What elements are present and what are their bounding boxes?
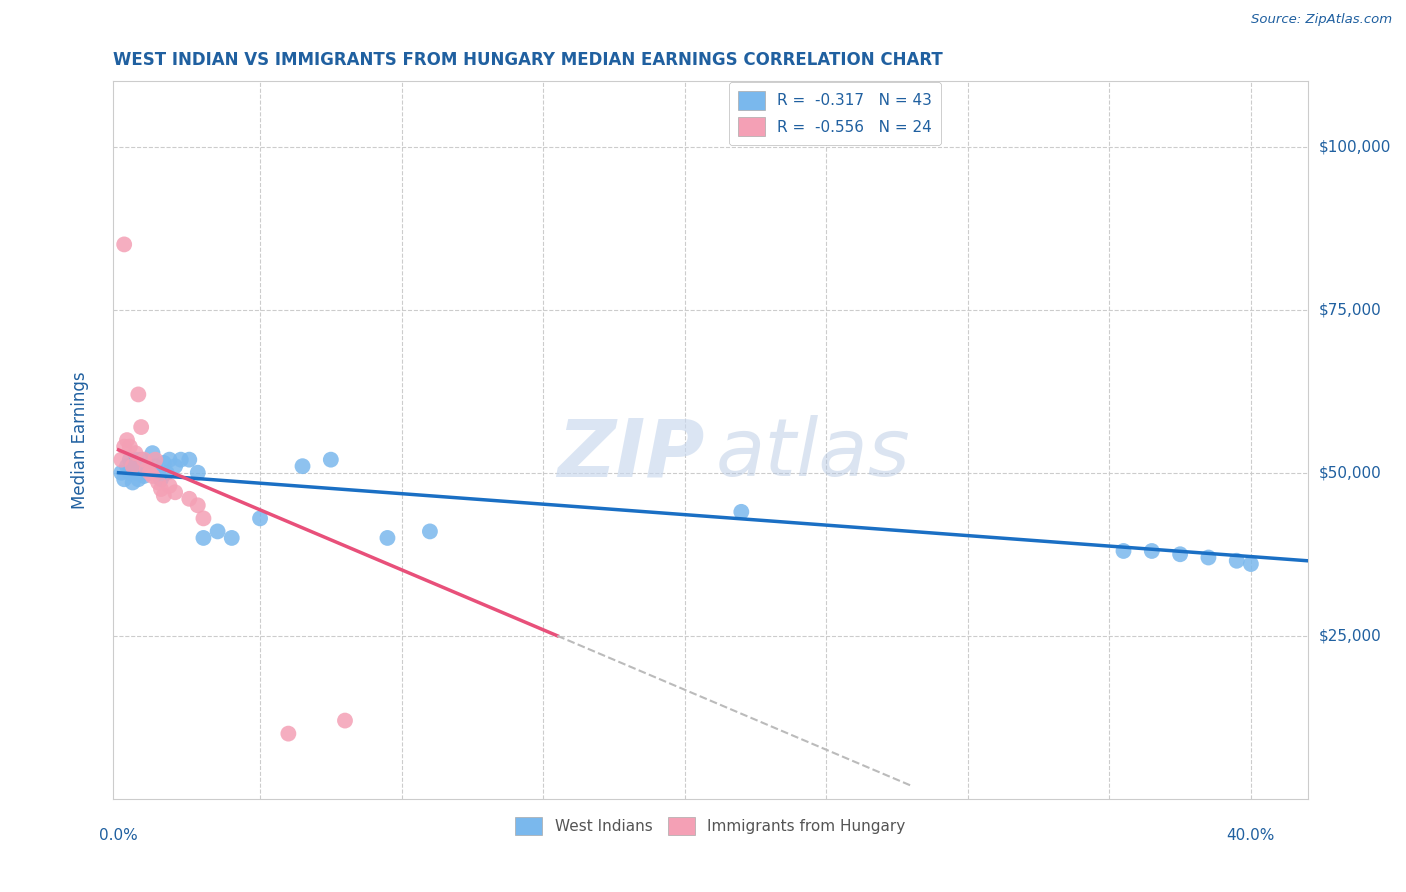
Point (124, 466, 146, 480)
Point (129, 452, 152, 467)
Point (141, 446, 163, 460)
Point (149, 482, 172, 496)
Point (156, 466, 179, 480)
Point (1140, 544, 1163, 558)
Point (165, 459, 187, 474)
Point (333, 714, 356, 728)
Point (118, 452, 141, 467)
Point (149, 472, 172, 486)
Point (110, 466, 132, 480)
Point (1168, 547, 1191, 561)
Point (153, 489, 176, 503)
Point (159, 452, 181, 467)
Point (1226, 554, 1249, 568)
Text: $75,000: $75,000 (1319, 302, 1381, 318)
Point (135, 459, 157, 474)
Point (153, 456, 176, 470)
Point (146, 475, 169, 490)
Point (179, 491, 201, 506)
Point (124, 452, 146, 467)
Text: ZIP: ZIP (557, 416, 704, 493)
Point (277, 726, 299, 740)
Point (138, 466, 160, 480)
Point (1197, 550, 1219, 565)
Point (377, 531, 399, 545)
Point (141, 469, 163, 483)
Point (132, 452, 155, 467)
Point (121, 475, 143, 490)
Point (127, 472, 149, 486)
Legend: West Indians, Immigrants from Hungary: West Indians, Immigrants from Hungary (509, 811, 911, 841)
Point (118, 440, 141, 454)
Text: 40.0%: 40.0% (1226, 828, 1275, 843)
Text: WEST INDIAN VS IMMIGRANTS FROM HUNGARY MEDIAN EARNINGS CORRELATION CHART: WEST INDIAN VS IMMIGRANTS FROM HUNGARY M… (112, 51, 942, 69)
Point (1112, 544, 1135, 558)
Point (249, 511, 271, 525)
Point (207, 524, 229, 539)
Text: $100,000: $100,000 (1319, 139, 1391, 154)
Point (112, 237, 135, 252)
Point (115, 459, 138, 474)
Point (110, 452, 132, 467)
Point (127, 387, 149, 401)
Text: atlas: atlas (716, 416, 911, 493)
Point (193, 511, 215, 525)
Point (187, 466, 209, 480)
Point (112, 440, 135, 454)
Point (143, 452, 166, 467)
Point (132, 469, 155, 483)
Point (115, 433, 138, 447)
Point (221, 531, 243, 545)
Point (187, 499, 209, 513)
Point (143, 459, 166, 474)
Point (112, 472, 135, 486)
Y-axis label: Median Earnings: Median Earnings (72, 371, 89, 509)
Point (129, 420, 152, 434)
Point (193, 531, 215, 545)
Point (419, 524, 441, 539)
Point (118, 466, 141, 480)
Text: Source: ZipAtlas.com: Source: ZipAtlas.com (1251, 13, 1392, 27)
Point (730, 505, 752, 519)
Point (121, 459, 143, 474)
Point (170, 452, 193, 467)
Text: $25,000: $25,000 (1319, 628, 1381, 643)
Point (138, 466, 160, 480)
Point (121, 459, 143, 474)
Text: 0.0%: 0.0% (100, 828, 138, 843)
Point (291, 459, 314, 474)
Point (159, 479, 181, 493)
Point (124, 446, 146, 460)
Point (135, 462, 157, 476)
Point (135, 462, 157, 476)
Point (179, 452, 201, 467)
Point (129, 466, 152, 480)
Point (146, 466, 169, 480)
Point (165, 485, 187, 500)
Point (127, 456, 149, 470)
Text: $50,000: $50,000 (1319, 466, 1381, 480)
Point (319, 452, 342, 467)
Point (1240, 557, 1263, 571)
